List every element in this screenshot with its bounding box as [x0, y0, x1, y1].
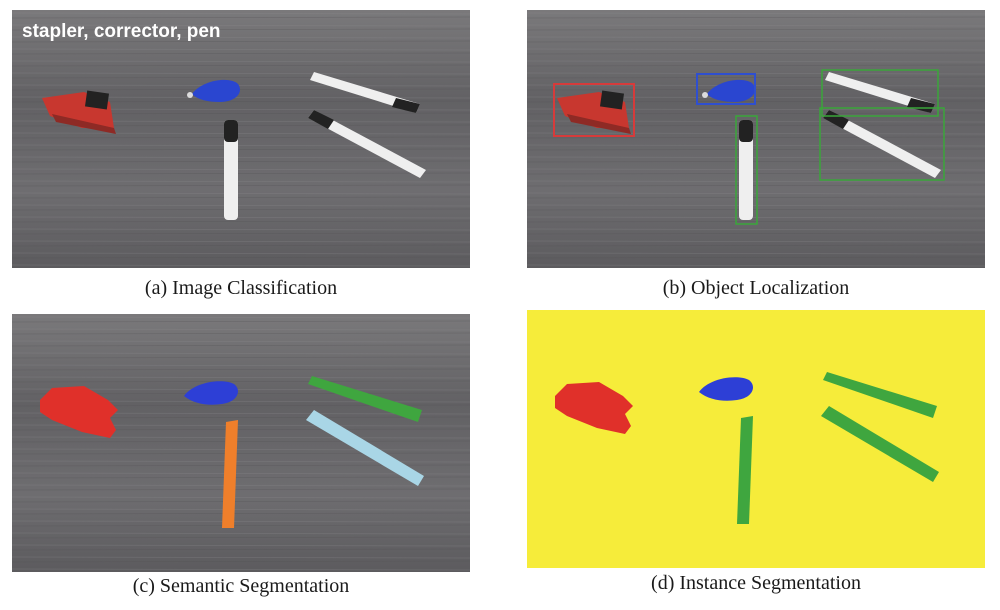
pen-mask-orange	[222, 420, 238, 528]
corrector-mask	[184, 381, 238, 405]
pen-middle-right	[308, 110, 426, 178]
corrector	[702, 79, 755, 102]
stapler-bounding-box	[553, 83, 635, 137]
pen-vertical	[739, 120, 753, 220]
stapler-instance-mask	[555, 382, 633, 434]
pen-top-right	[310, 72, 420, 113]
pen-bounding-box-top	[821, 69, 939, 117]
caption-image-classification: (a) Image Classification	[144, 277, 338, 299]
panel-image-classification: stapler, corrector, pen	[12, 10, 470, 268]
panel-object-localization	[527, 10, 985, 268]
wood-grain	[527, 10, 985, 268]
panel-semantic-segmentation	[12, 314, 470, 572]
caption-instance-segmentation: (d) Instance Segmentation	[651, 572, 861, 594]
stapler	[557, 90, 631, 134]
stapler	[42, 90, 116, 134]
pen-instance-mask-vertical	[737, 416, 753, 524]
instance-background	[527, 310, 985, 568]
pen-bounding-box-vertical	[735, 115, 758, 225]
pen-instance-mask-top	[823, 372, 937, 418]
stapler-mask	[40, 386, 118, 438]
classification-labels: stapler, corrector, pen	[22, 21, 221, 42]
caption-object-localization: (b) Object Localization	[662, 277, 850, 299]
corrector-bounding-box	[696, 73, 756, 105]
pen-bounding-box-middle	[819, 107, 945, 181]
pen-instance-mask-middle	[821, 406, 939, 482]
wood-grain	[12, 10, 470, 268]
pen-top-right	[825, 72, 935, 113]
panel-instance-segmentation	[527, 310, 985, 568]
corrector	[187, 79, 240, 102]
pen-mask-green	[308, 376, 422, 422]
pen-vertical	[224, 120, 238, 220]
caption-semantic-segmentation: (c) Semantic Segmentation	[132, 575, 350, 597]
wood-grain	[12, 314, 470, 572]
pen-mask-lightblue	[306, 410, 424, 486]
pen-middle-right	[823, 110, 941, 178]
corrector-instance-mask	[699, 377, 753, 401]
